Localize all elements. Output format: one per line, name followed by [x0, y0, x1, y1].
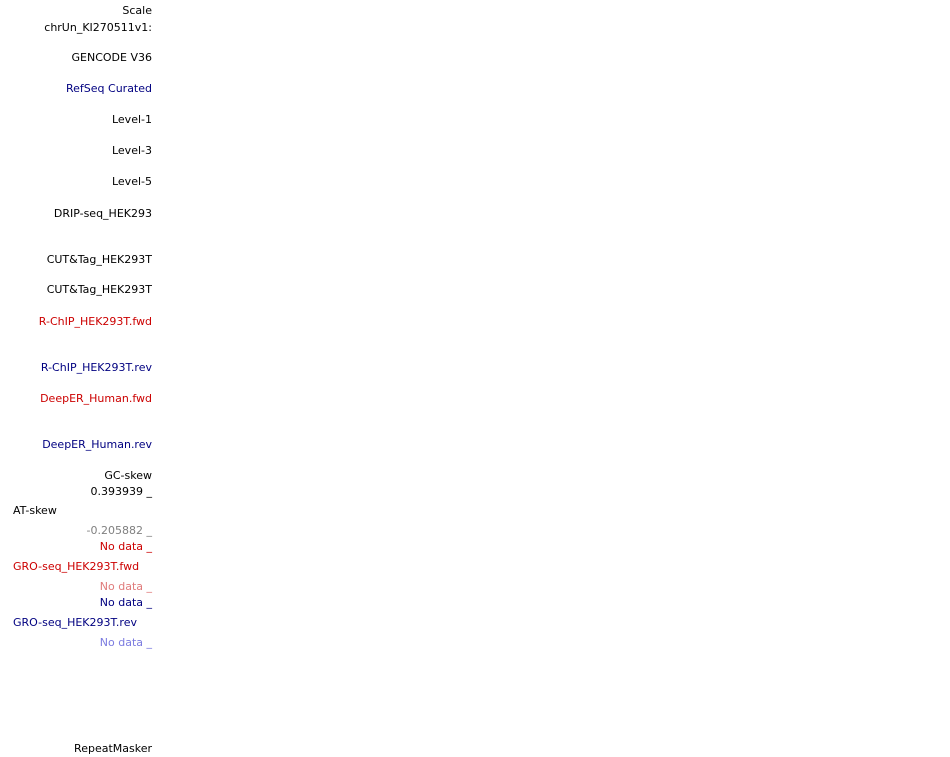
- genome-browser-track-area[interactable]: [160, 0, 950, 757]
- level5-track-label[interactable]: Level-5: [111, 175, 152, 188]
- gro-seq-fwd-track-label[interactable]: GRO-seq_HEK293T.fwd: [13, 560, 140, 573]
- scale-label[interactable]: Scale: [122, 4, 152, 17]
- gc-skew-max-value: 0.393939 _: [90, 485, 152, 498]
- at-skew-track-label[interactable]: AT-skew: [13, 504, 57, 517]
- gc-skew-track-label[interactable]: GC-skew: [104, 469, 152, 482]
- cuttag-track-label-1[interactable]: CUT&Tag_HEK293T: [46, 253, 152, 266]
- rchip-rev-track-label[interactable]: R-ChIP_HEK293T.rev: [40, 361, 152, 374]
- gencode-track-label[interactable]: GENCODE V36: [71, 51, 152, 64]
- gro-fwd-no-data-bottom: No data _: [99, 580, 152, 593]
- gro-rev-no-data-bottom: No data _: [99, 636, 152, 649]
- gro-rev-no-data-top: No data _: [99, 596, 152, 609]
- rchip-fwd-track-label[interactable]: R-ChIP_HEK293T.fwd: [38, 315, 152, 328]
- deeper-fwd-track-label[interactable]: DeepER_Human.fwd: [40, 392, 152, 405]
- deeper-rev-track-label[interactable]: DeepER_Human.rev: [42, 438, 152, 451]
- at-skew-min-value: -0.205882 _: [86, 524, 152, 537]
- chromosome-label[interactable]: chrUn_KI270511v1:: [44, 21, 152, 34]
- gro-seq-rev-track-label[interactable]: GRO-seq_HEK293T.rev: [13, 616, 137, 629]
- level1-track-label[interactable]: Level-1: [111, 113, 152, 126]
- track-label-column: Scale chrUn_KI270511v1: GENCODE V36 RefS…: [0, 0, 160, 757]
- repeatmasker-track-label[interactable]: RepeatMasker: [74, 742, 152, 755]
- drip-seq-track-label[interactable]: DRIP-seq_HEK293: [53, 207, 152, 220]
- refseq-track-label[interactable]: RefSeq Curated: [66, 82, 152, 95]
- cuttag-track-label-2[interactable]: CUT&Tag_HEK293T: [46, 283, 152, 296]
- gro-fwd-no-data-top: No data _: [99, 540, 152, 553]
- level3-track-label[interactable]: Level-3: [111, 144, 152, 157]
